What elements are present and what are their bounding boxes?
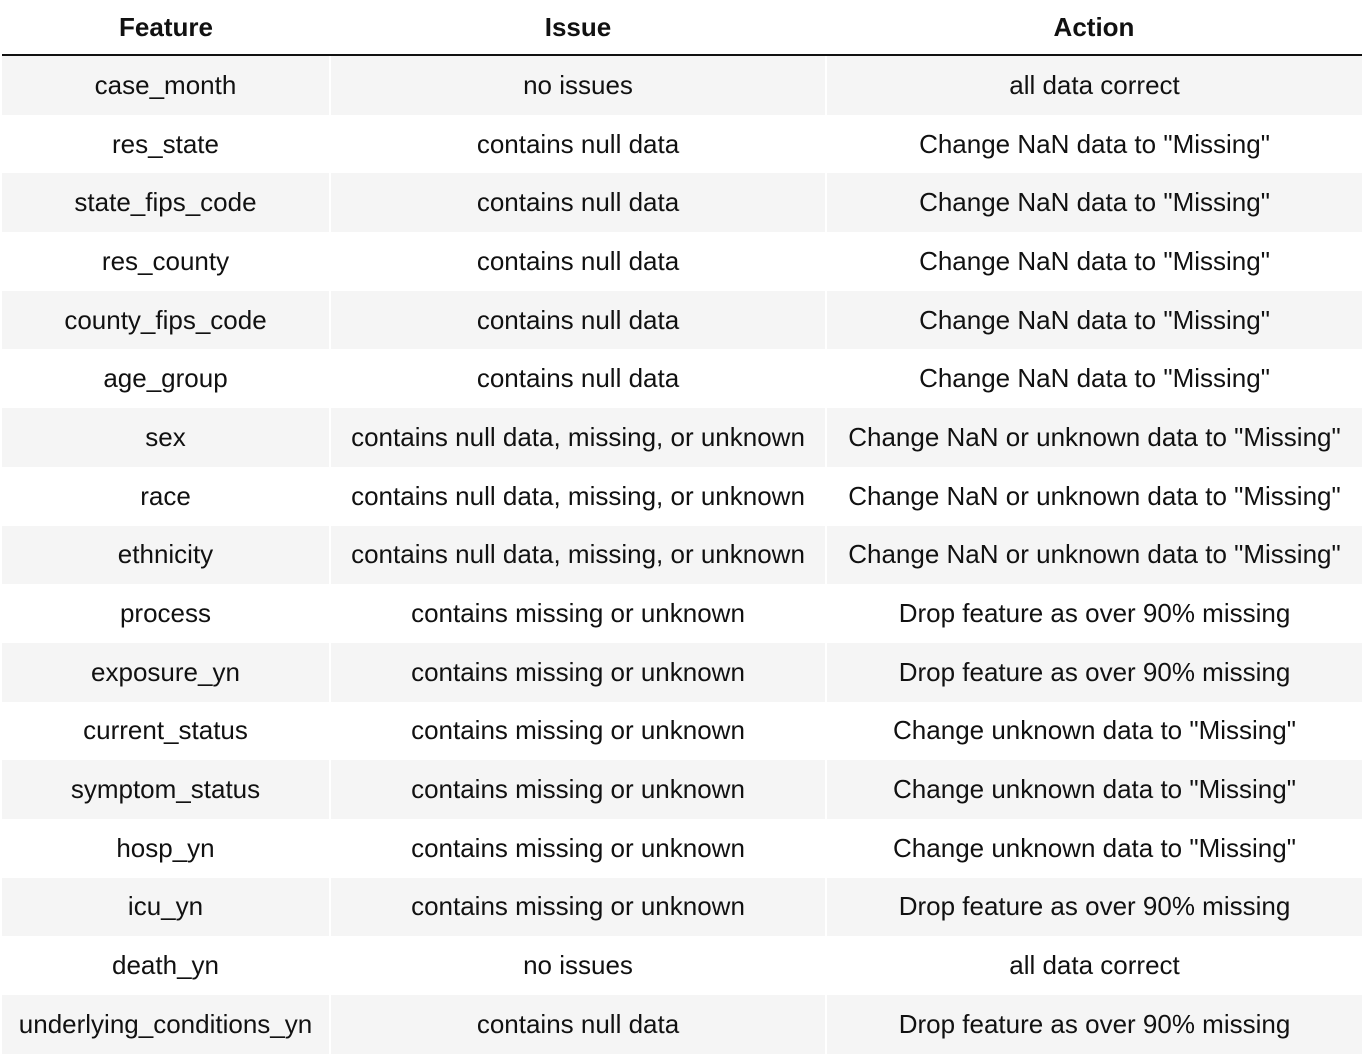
- feature-cell: res_county: [2, 232, 331, 291]
- issue-cell: contains missing or unknown: [330, 760, 827, 819]
- issue-cell: contains missing or unknown: [330, 584, 827, 643]
- table-row: underlying_conditions_yn contains null da…: [2, 995, 1362, 1054]
- feature-cell: res_state: [2, 114, 331, 174]
- issue-cell: no issues: [330, 936, 827, 995]
- table-row: res_state contains null data Change NaN da…: [2, 114, 1362, 174]
- feature-cell: race: [2, 466, 331, 526]
- feature-cell: county_fips_code: [2, 290, 331, 350]
- action-cell: Change NaN or unknown data to "Missing": [826, 466, 1362, 526]
- action-cell: Change unknown data to "Missing": [826, 701, 1362, 761]
- action-cell: Change unknown data to "Missing": [826, 760, 1362, 819]
- table-row: case_month no issues all data correct: [2, 55, 1362, 115]
- table-row: state_fips_code contains null data Change …: [2, 173, 1362, 233]
- feature-cell: sex: [2, 408, 331, 467]
- feature-cell: process: [2, 584, 331, 643]
- table-row: sex contains null data, missing, or unkno…: [2, 408, 1362, 467]
- table-row: death_yn no issues all data correct: [2, 936, 1362, 995]
- action-cell: Change NaN data to "Missing": [826, 290, 1362, 350]
- feature-cell: underlying_conditions_yn: [2, 995, 331, 1054]
- action-cell: Drop feature as over 90% missing: [826, 642, 1362, 702]
- action-cell: all data correct: [826, 55, 1362, 115]
- table-row: race contains null data, missing, or unkn…: [2, 466, 1362, 526]
- feature-cell: case_month: [2, 55, 331, 115]
- issue-cell: contains missing or unknown: [330, 877, 827, 937]
- action-cell: Drop feature as over 90% missing: [826, 877, 1362, 937]
- action-cell: Drop feature as over 90% missing: [826, 584, 1362, 643]
- feature-cell: state_fips_code: [2, 173, 331, 233]
- issue-cell: contains null data, missing, or unknown: [330, 525, 827, 585]
- table-row: symptom_status contains missing or unknow…: [2, 760, 1362, 819]
- action-cell: Change NaN data to "Missing": [826, 114, 1362, 174]
- header-row: Feature Issue Action: [2, 0, 1362, 56]
- action-cell: Change NaN or unknown data to "Missing": [826, 408, 1362, 467]
- issue-cell: contains null data: [330, 114, 827, 174]
- issue-cell: contains missing or unknown: [330, 642, 827, 702]
- table-row: icu_yn contains missing or unknown Drop fe…: [2, 877, 1362, 937]
- feature-cell: death_yn: [2, 936, 331, 995]
- header-feature: Feature: [2, 0, 330, 56]
- feature-cell: age_group: [2, 349, 331, 409]
- action-cell: Drop feature as over 90% missing: [826, 995, 1362, 1054]
- table-row: age_group contains null data Change NaN da…: [2, 349, 1362, 409]
- action-cell: all data correct: [826, 936, 1362, 995]
- issue-cell: contains null data: [330, 232, 827, 291]
- feature-cell: current_status: [2, 701, 331, 761]
- table-row: hosp_yn contains missing or unknown Change…: [2, 818, 1362, 878]
- table-row: current_status contains missing or unknow…: [2, 701, 1362, 761]
- header-action: Action: [826, 0, 1362, 56]
- issue-cell: no issues: [330, 55, 827, 115]
- feature-cell: icu_yn: [2, 877, 331, 937]
- issue-cell: contains null data: [330, 173, 827, 233]
- action-cell: Change NaN data to "Missing": [826, 232, 1362, 291]
- table-row: exposure_yn contains missing or unknown Dr…: [2, 642, 1362, 702]
- table-row: res_county contains null data Change NaN d…: [2, 232, 1362, 291]
- issue-cell: contains null data, missing, or unknown: [330, 466, 827, 526]
- table-row: ethnicity contains null data, missing, or…: [2, 525, 1362, 585]
- feature-cell: hosp_yn: [2, 818, 331, 878]
- feature-cell: ethnicity: [2, 525, 331, 585]
- table-header: Feature Issue Action: [2, 0, 1362, 56]
- table-body: case_month no issues all data correct res_s…: [2, 55, 1362, 1054]
- table-row: county_fips_code contains null data Change…: [2, 290, 1362, 350]
- issue-cell: contains missing or unknown: [330, 818, 827, 878]
- issue-cell: contains null data: [330, 349, 827, 409]
- table-row: process contains missing or unknown Drop f…: [2, 584, 1362, 643]
- action-cell: Change NaN or unknown data to "Missing": [826, 525, 1362, 585]
- feature-cell: exposure_yn: [2, 642, 331, 702]
- issue-cell: contains missing or unknown: [330, 701, 827, 761]
- action-cell: Change NaN data to "Missing": [826, 173, 1362, 233]
- header-issue: Issue: [330, 0, 826, 56]
- issue-cell: contains null data: [330, 290, 827, 350]
- issue-cell: contains null data: [330, 995, 827, 1054]
- action-cell: Change NaN data to "Missing": [826, 349, 1362, 409]
- feature-cell: symptom_status: [2, 760, 331, 819]
- action-cell: Change unknown data to "Missing": [826, 818, 1362, 878]
- issue-cell: contains null data, missing, or unknown: [330, 408, 827, 467]
